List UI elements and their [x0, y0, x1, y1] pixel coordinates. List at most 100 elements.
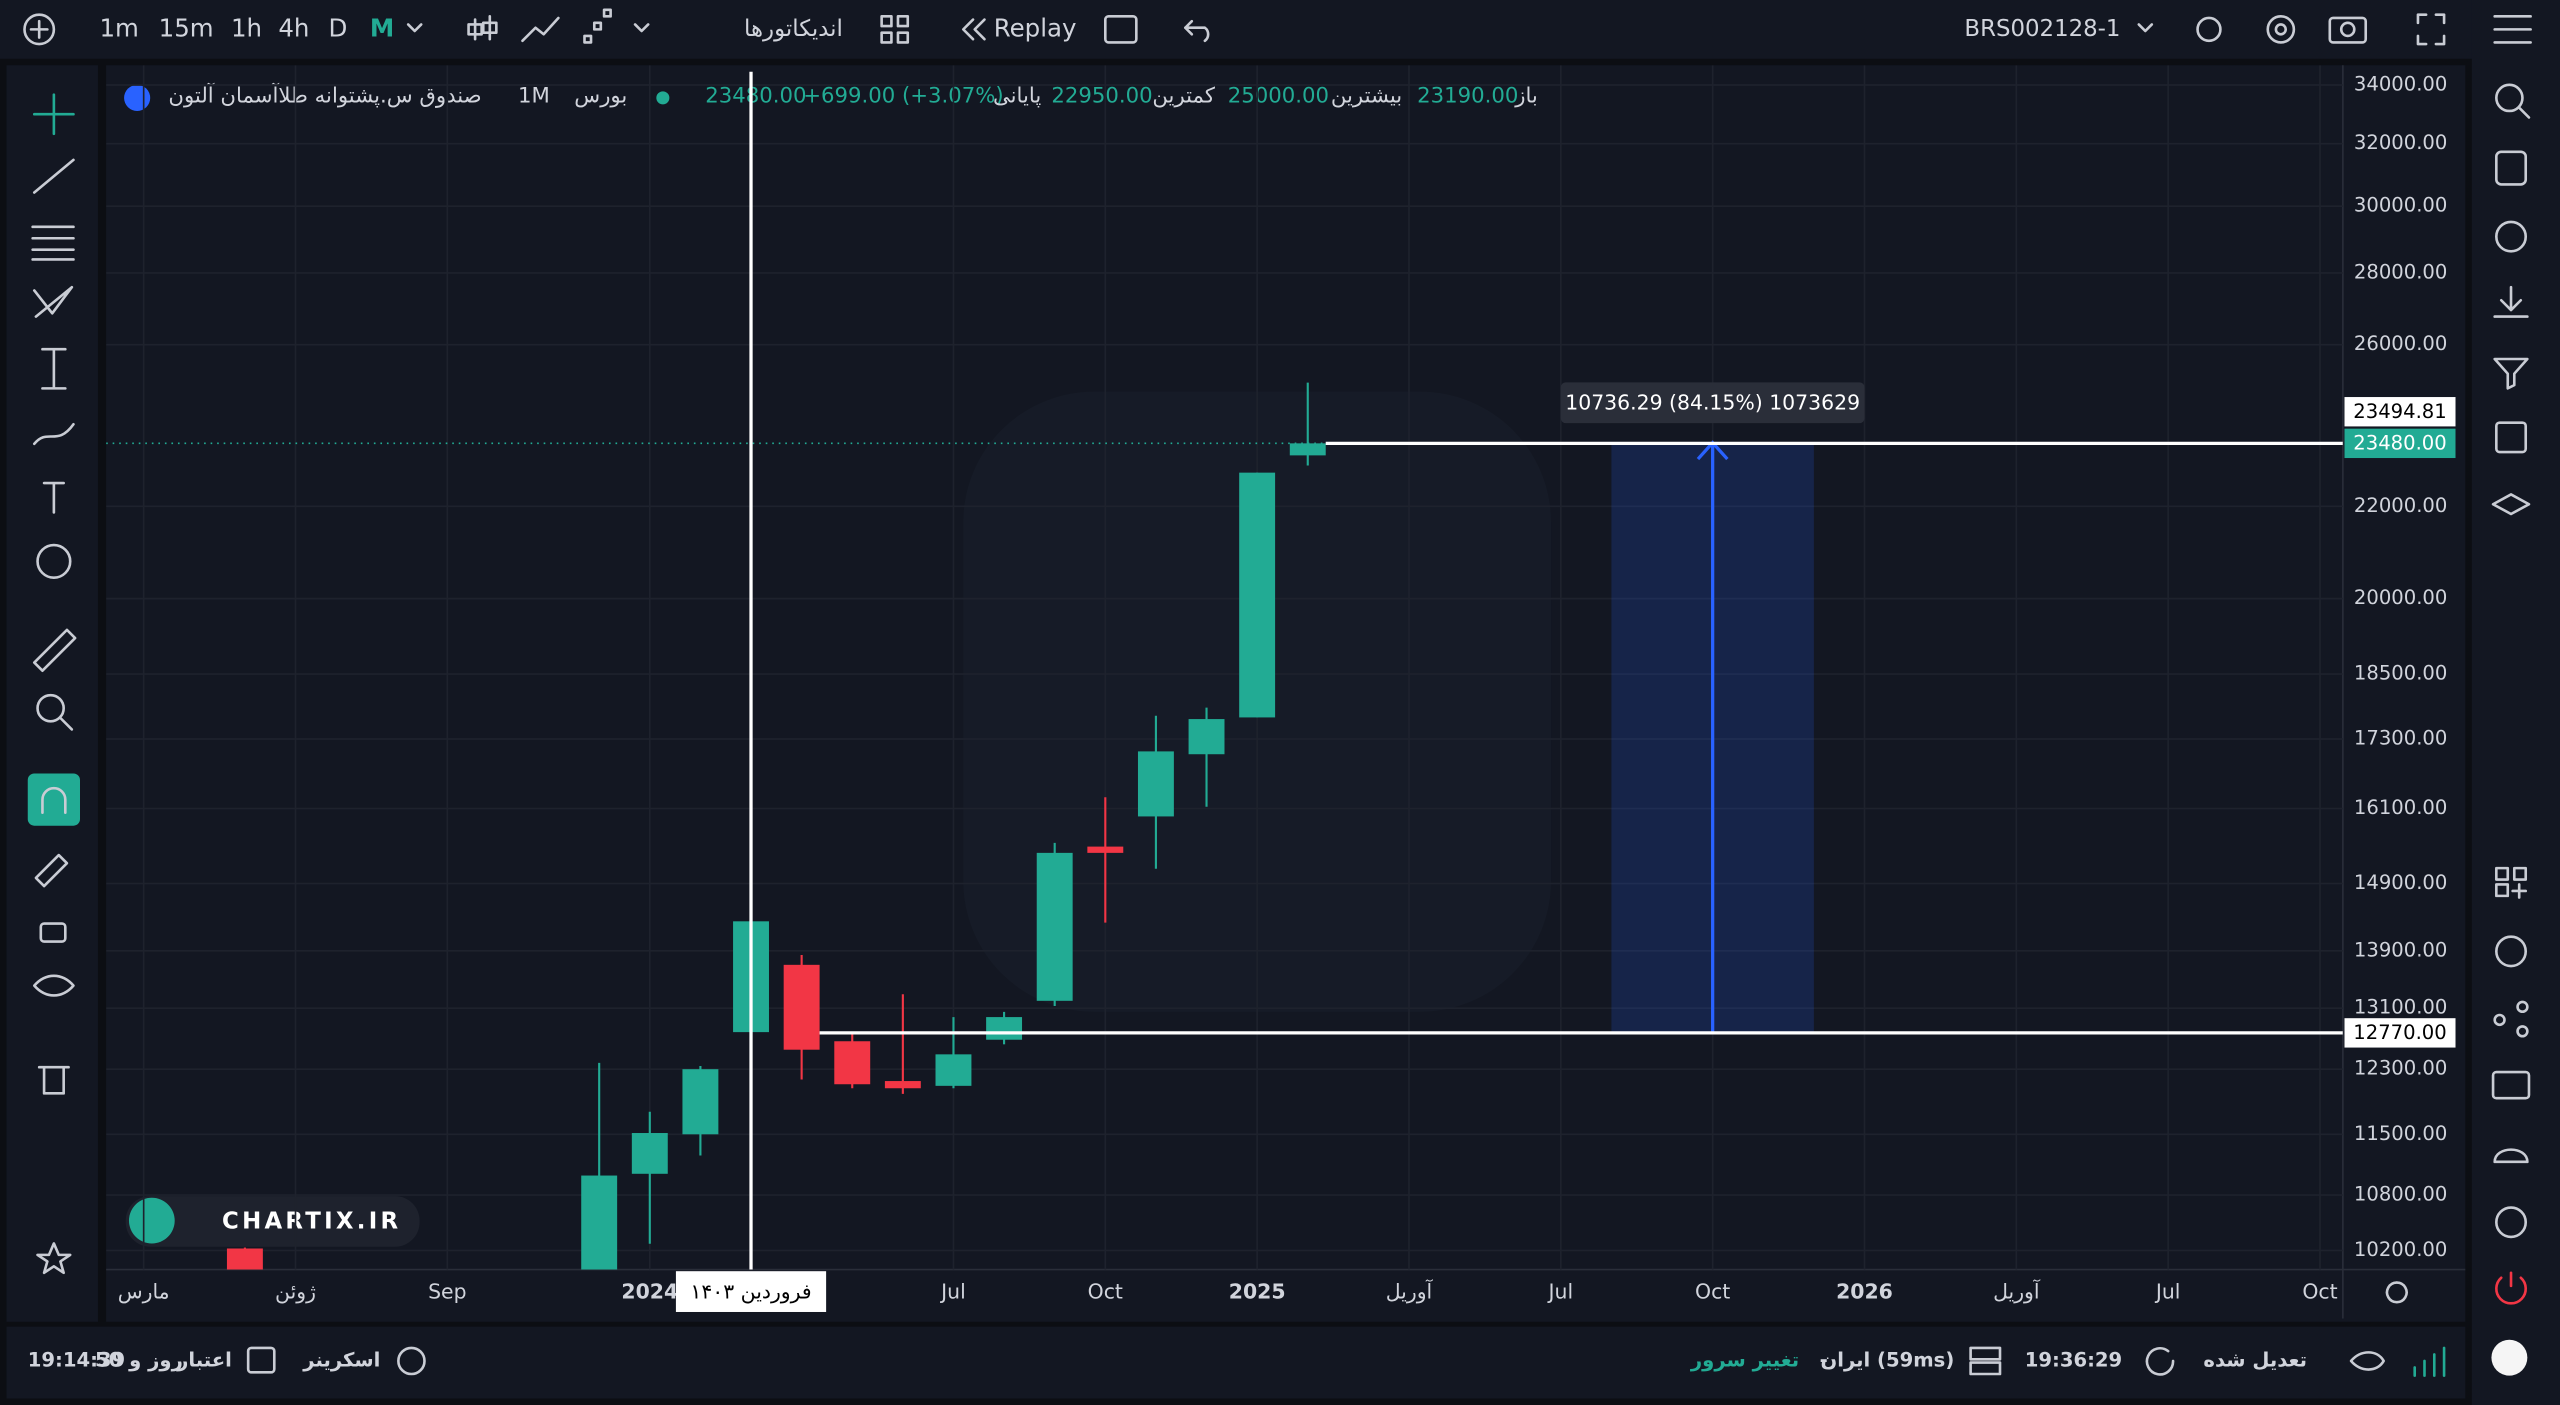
price-tick-label: 17300.00 [2354, 727, 2447, 750]
price-tick-label: 34000.00 [2354, 73, 2447, 96]
measure-label: 10736.29 (84.15%) 1073629 [1565, 391, 1860, 415]
candle-body [884, 1081, 921, 1089]
status-server: ایران (59ms) [1821, 1348, 1955, 1371]
candle-body [834, 1041, 871, 1085]
price-tick-label: 22000.00 [2354, 494, 2447, 517]
price-tick-label: 14900.00 [2354, 871, 2447, 894]
time-tick-label: آوریل [1993, 1278, 2041, 1303]
price-tick-label: 30000.00 [2354, 194, 2447, 217]
status-clock: 19:36:29 [2025, 1348, 2122, 1371]
time-tick-label: 2026 [1836, 1279, 1893, 1303]
candle-body [581, 1175, 618, 1270]
legend-low: 22950.00 [1051, 83, 1152, 108]
right-toolbar [2471, 0, 2560, 1405]
candle-body [1036, 852, 1073, 1001]
legend-change: +699.00 (+3.07%) [803, 83, 1003, 108]
price-tick-label: 13900.00 [2354, 938, 2447, 961]
time-tick-label: Jul [2154, 1279, 2181, 1303]
time-tick-label: Oct [1088, 1279, 1123, 1303]
side-panel-icons[interactable] [2491, 83, 2531, 1305]
status-credit-time: 19:14:39 [28, 1348, 125, 1371]
status-separator: - [1820, 1348, 1828, 1371]
price-tick-label: 32000.00 [2354, 131, 2447, 154]
candle-body [1137, 751, 1174, 817]
price-axis-marker-label: 12770.00 [2353, 1021, 2446, 1044]
market-open-dot [656, 91, 670, 105]
indicators-button[interactable]: اندیکاتورها [744, 16, 843, 42]
replay-button[interactable]: Replay [994, 13, 1077, 42]
price-tick-label: 16100.00 [2354, 796, 2447, 819]
interval-button[interactable]: 1m [99, 13, 138, 42]
status-change-server[interactable]: تغییر سرور [1690, 1348, 1799, 1371]
candle-body [783, 964, 820, 1050]
magnet-button[interactable] [27, 773, 80, 826]
legend-high: 25000.00 [1228, 83, 1329, 108]
top-icons[interactable] [23, 8, 2532, 46]
legend-close: 23480.00 [705, 83, 806, 108]
price-tick-label: 10800.00 [2354, 1183, 2447, 1206]
price-tick-label: 26000.00 [2354, 332, 2447, 355]
status-screener[interactable]: اسکرینر [302, 1348, 380, 1371]
price-axis-marker-label: 23480.00 [2353, 432, 2446, 455]
crosshair-label-box [675, 1271, 827, 1312]
legend-low-label: کمترین [1152, 83, 1215, 108]
candle-body [631, 1133, 668, 1174]
candle-body [1289, 443, 1326, 456]
price-tick-label: 20000.00 [2354, 586, 2447, 609]
price-tick-label: 12300.00 [2354, 1057, 2447, 1080]
price-axis-marker [2344, 1018, 2456, 1048]
interval-button[interactable]: D [329, 13, 348, 42]
legend-high-label: بیشترین [1331, 83, 1402, 108]
time-tick-label: مارس [118, 1279, 170, 1303]
price-tick-label: 18500.00 [2354, 662, 2447, 685]
legend-interval: 1M [518, 83, 550, 108]
time-tick-label: Oct [2302, 1279, 2337, 1303]
price-tick-label: 10200.00 [2354, 1238, 2447, 1261]
price-marker-label: 23494.81 [2353, 400, 2446, 423]
magnet-icon [41, 786, 67, 814]
candle-body [226, 1248, 263, 1270]
candle-body [1188, 719, 1225, 755]
status-adjusted[interactable]: تعدیل شده [2203, 1348, 2307, 1371]
crosshair-label: فروردین ۱۴۰۳ [690, 1279, 811, 1303]
legend-close-label: پایانی [993, 83, 1041, 108]
interval-button[interactable]: 15m [159, 13, 214, 42]
candle-body [1087, 846, 1124, 853]
symbol-button[interactable]: BRS002128-1 [1964, 16, 2120, 42]
candle-body [935, 1054, 972, 1086]
interval-button[interactable]: M [370, 13, 394, 42]
legend-open-label: باز [1514, 83, 1538, 108]
price-tick-label: 13100.00 [2354, 996, 2447, 1019]
top-bar [0, 0, 2560, 59]
symbol-logo [124, 84, 151, 111]
interval-button[interactable]: 4h [278, 13, 309, 42]
watermark-badge [125, 1196, 420, 1247]
status-credit-days: 50 روز و [95, 1348, 183, 1371]
status-credit-label: اعتبار [176, 1348, 232, 1371]
legend-open: 23190.00 [1417, 83, 1518, 108]
status-bar [6, 1326, 2466, 1399]
candle-body [986, 1017, 1023, 1040]
time-tick-label: Sep [428, 1279, 466, 1303]
price-marker [2344, 397, 2456, 427]
time-tick-label: آوریل [1386, 1278, 1434, 1303]
left-toolbar [6, 65, 98, 1322]
watermark-text: CHARTIX.IR [222, 1209, 401, 1235]
time-tick-label: Jul [939, 1279, 966, 1303]
measure-label-box [1560, 382, 1865, 424]
time-tick-label: Oct [1695, 1279, 1730, 1303]
candle-body [682, 1069, 719, 1135]
time-tick-label: Jul [1547, 1279, 1574, 1303]
price-tick-label: 11500.00 [2354, 1122, 2447, 1145]
time-tick-label: ژوئن [275, 1279, 316, 1303]
drawing-tools[interactable] [31, 93, 77, 1275]
price-axis-marker [2344, 428, 2456, 459]
plot-area [106, 65, 2343, 1270]
time-tick-label: 2025 [1229, 1279, 1286, 1303]
status-icons[interactable] [246, 1281, 2528, 1377]
price-tick-label: 28000.00 [2354, 260, 2447, 283]
candle-body [1239, 472, 1276, 718]
interval-button[interactable]: 1h [231, 13, 262, 42]
time-tick-label: 2024 [621, 1279, 678, 1303]
